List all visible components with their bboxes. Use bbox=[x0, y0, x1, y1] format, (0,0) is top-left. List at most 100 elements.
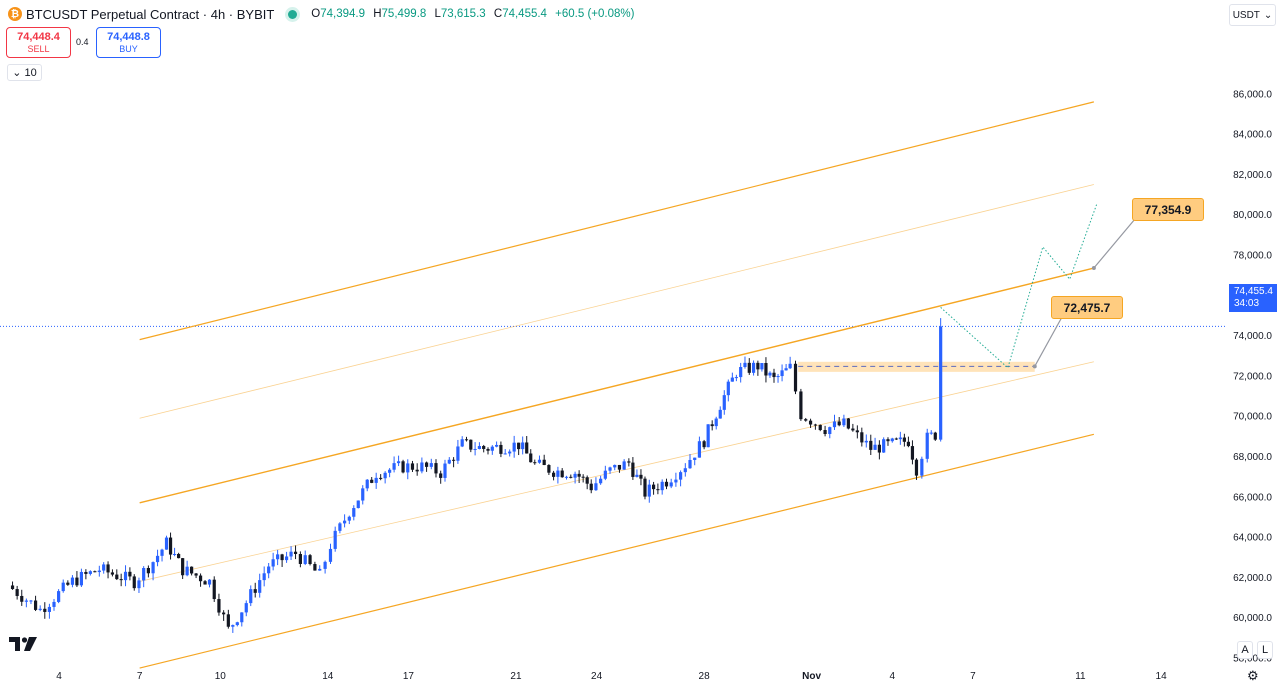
sell-button[interactable]: 74,448.4 SELL bbox=[6, 27, 71, 58]
candle-body bbox=[128, 571, 132, 577]
candle-body bbox=[429, 463, 433, 467]
candle-body bbox=[910, 446, 915, 460]
candle-body bbox=[503, 453, 507, 455]
target-connector bbox=[1093, 218, 1136, 269]
candle-body bbox=[43, 608, 47, 612]
candle-body bbox=[343, 520, 347, 524]
candle-body bbox=[799, 391, 803, 420]
candle-body bbox=[52, 601, 56, 607]
candle-body bbox=[168, 537, 173, 555]
y-tick-label: 78,000.0 bbox=[1233, 251, 1272, 262]
candle-body bbox=[902, 437, 906, 442]
candle-body bbox=[780, 370, 784, 377]
x-tick-label: 21 bbox=[510, 671, 522, 682]
indicators-toggle[interactable]: ⌄ 10 bbox=[7, 64, 42, 81]
candle-body bbox=[298, 554, 302, 564]
candle-body bbox=[747, 362, 751, 373]
candle-body bbox=[556, 470, 560, 477]
high-label: H bbox=[373, 8, 382, 20]
candle-body bbox=[365, 479, 369, 489]
candle-body bbox=[631, 462, 635, 477]
candle-body bbox=[603, 470, 607, 479]
support-zone-rect[interactable] bbox=[798, 361, 1035, 372]
target-label-upper[interactable]: 77,354.9 bbox=[1132, 198, 1204, 221]
low-label: L bbox=[434, 8, 441, 20]
currency-selector[interactable]: USDT ⌄ bbox=[1229, 4, 1276, 26]
candle-body bbox=[508, 451, 512, 454]
candle-body bbox=[688, 459, 692, 469]
candle-body bbox=[664, 481, 669, 487]
candle-body bbox=[734, 377, 738, 379]
candle-body bbox=[271, 559, 275, 567]
channel-upper-line[interactable] bbox=[139, 101, 1095, 341]
candle-body bbox=[262, 573, 266, 581]
candle-body bbox=[886, 439, 890, 442]
candle-body bbox=[679, 472, 683, 480]
log-scale-button[interactable]: L bbox=[1257, 641, 1273, 659]
indicators-count: 10 bbox=[24, 66, 37, 79]
candle-body bbox=[804, 419, 808, 421]
y-tick-label: 64,000.0 bbox=[1233, 533, 1272, 544]
y-tick-label: 62,000.0 bbox=[1233, 573, 1272, 584]
candle-body bbox=[808, 420, 813, 425]
candle-body bbox=[439, 473, 443, 478]
currency-label: USDT bbox=[1232, 9, 1260, 21]
settings-icon[interactable]: ⚙ bbox=[1247, 668, 1259, 683]
x-tick-label: 28 bbox=[699, 671, 711, 682]
candle-body bbox=[855, 430, 859, 433]
candle-body bbox=[599, 478, 603, 484]
candle-body bbox=[635, 474, 639, 477]
candle-body bbox=[929, 432, 933, 434]
candle-body bbox=[627, 461, 631, 463]
candle-body bbox=[864, 440, 868, 443]
channel-lower-line[interactable] bbox=[139, 433, 1095, 669]
candle-body bbox=[308, 555, 312, 565]
candle-body bbox=[842, 418, 846, 426]
candle-body bbox=[190, 566, 194, 574]
candle-body bbox=[622, 461, 626, 470]
candle-body bbox=[706, 424, 710, 448]
projection-line[interactable] bbox=[940, 204, 1098, 369]
x-tick-label: Nov bbox=[802, 671, 821, 682]
candle-body bbox=[267, 566, 271, 574]
candle-body bbox=[443, 463, 447, 478]
candle-body bbox=[477, 446, 482, 449]
candle-body bbox=[669, 482, 673, 487]
candle-body bbox=[198, 575, 203, 582]
candle-body bbox=[473, 448, 477, 450]
symbol-title[interactable]: BTCUSDT Perpetual Contract · 4h · BYBIT bbox=[26, 6, 275, 22]
candle-body bbox=[447, 459, 451, 464]
candle-body bbox=[585, 477, 589, 484]
candle-body bbox=[873, 444, 877, 450]
candle-body bbox=[253, 589, 257, 593]
candle-body bbox=[743, 362, 747, 368]
candle-body bbox=[693, 457, 697, 460]
candle-body bbox=[293, 551, 298, 555]
tradingview-logo-icon bbox=[9, 637, 37, 651]
candle-body bbox=[328, 548, 333, 562]
candle-body bbox=[61, 582, 65, 592]
channel-lower-mid-line[interactable] bbox=[139, 361, 1094, 582]
target-label-lower[interactable]: 72,475.7 bbox=[1051, 296, 1123, 319]
candle-body bbox=[313, 564, 317, 571]
x-tick-label: 7 bbox=[970, 671, 976, 682]
candle-body bbox=[898, 437, 902, 440]
candle-body bbox=[24, 600, 28, 602]
auto-scale-button[interactable]: A bbox=[1237, 641, 1253, 659]
y-tick-label: 70,000.0 bbox=[1233, 412, 1272, 423]
candle-body bbox=[656, 489, 660, 491]
y-tick-label: 86,000.0 bbox=[1233, 89, 1272, 100]
channel-middle-line[interactable] bbox=[139, 267, 1095, 504]
candle-body bbox=[207, 579, 212, 585]
candle-body bbox=[289, 551, 293, 557]
candle-body bbox=[756, 362, 760, 370]
y-tick-label: 84,000.0 bbox=[1233, 130, 1272, 141]
candle-body bbox=[244, 603, 248, 613]
candle-body bbox=[718, 409, 722, 419]
candle-body bbox=[212, 579, 216, 600]
candle-body bbox=[420, 462, 424, 472]
candle-body bbox=[517, 442, 521, 450]
channel-upper-mid-line[interactable] bbox=[139, 184, 1094, 419]
buy-button[interactable]: 74,448.8 BUY bbox=[96, 27, 161, 58]
